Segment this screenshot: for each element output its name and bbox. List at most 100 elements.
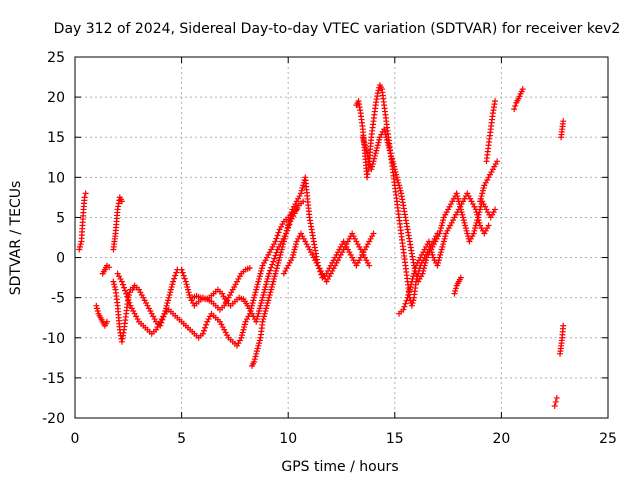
data-point (94, 308, 101, 315)
data-point (253, 316, 260, 323)
axis-ticks (74, 56, 609, 419)
data-point (421, 262, 428, 269)
data-point (374, 90, 381, 97)
data-point (261, 313, 268, 320)
data-point (454, 193, 461, 200)
data-point (397, 187, 404, 194)
data-point (452, 285, 459, 292)
data-point (371, 152, 378, 159)
data-point (278, 249, 285, 256)
data-point (259, 318, 266, 325)
data-point (110, 278, 117, 285)
data-point (126, 289, 133, 296)
data-point (300, 198, 307, 205)
data-point (178, 266, 185, 273)
data-point (259, 294, 266, 301)
data-point (472, 206, 479, 213)
data-point (485, 222, 492, 229)
data-point (471, 227, 478, 234)
data-point (407, 283, 414, 290)
data-point (438, 222, 445, 229)
data-point (258, 267, 265, 274)
data-point (420, 267, 427, 274)
data-point (408, 302, 415, 309)
data-point (408, 278, 415, 285)
x-tick-label: 10 (279, 431, 297, 447)
data-point (375, 139, 382, 146)
data-point (511, 106, 518, 113)
data-point (273, 267, 280, 274)
data-point (404, 294, 411, 301)
data-point (360, 136, 367, 143)
data-point (437, 249, 444, 256)
x-axis-title: GPS time / hours (281, 459, 398, 475)
data-point (163, 302, 170, 309)
data-point (82, 190, 89, 197)
data-point (464, 230, 471, 237)
data-point (274, 232, 281, 239)
y-tick-label: 10 (47, 170, 65, 186)
data-point (275, 259, 282, 266)
data-point (279, 243, 286, 250)
data-point (285, 219, 292, 226)
data-point (77, 241, 84, 248)
data-point (239, 332, 246, 339)
data-point (260, 316, 267, 323)
data-point (411, 267, 418, 274)
data-point (472, 225, 479, 232)
data-point (298, 187, 305, 194)
data-point (389, 158, 396, 165)
y-tick-label: -5 (51, 291, 65, 307)
data-point (366, 262, 373, 269)
data-point (199, 330, 206, 337)
data-points (76, 82, 567, 409)
data-point (373, 147, 380, 154)
series-s19 (558, 118, 567, 141)
data-point (363, 147, 370, 154)
data-point (246, 264, 253, 271)
data-point (264, 275, 271, 282)
data-point (170, 278, 177, 285)
data-point (364, 150, 371, 157)
data-point (111, 283, 118, 290)
data-point (272, 270, 279, 277)
data-point (470, 230, 477, 237)
data-point (551, 402, 558, 409)
data-point (250, 297, 257, 304)
data-point (255, 342, 262, 349)
data-point (280, 238, 287, 245)
data-point (118, 198, 125, 205)
data-point (123, 290, 130, 297)
series-s1 (76, 190, 89, 253)
data-point (184, 283, 191, 290)
data-point (375, 87, 382, 94)
data-point (81, 194, 88, 201)
data-point (181, 275, 188, 282)
data-point (382, 131, 389, 138)
data-point (106, 264, 113, 271)
data-point (381, 128, 388, 135)
series-s17 (551, 394, 560, 409)
data-point (172, 272, 179, 279)
data-point (362, 144, 369, 151)
data-point (256, 305, 263, 312)
data-point (406, 289, 413, 296)
data-point (76, 243, 83, 250)
data-point (291, 246, 298, 253)
data-point (553, 394, 560, 401)
data-point (476, 219, 483, 226)
data-point (263, 305, 270, 312)
data-point (457, 274, 464, 281)
data-point (162, 305, 169, 312)
data-point (393, 171, 400, 178)
data-point (403, 297, 410, 304)
data-point (269, 281, 276, 288)
data-point (251, 291, 258, 298)
data-point (253, 318, 260, 325)
data-point (267, 267, 274, 274)
data-point (480, 185, 487, 192)
x-tick-label: 0 (71, 431, 80, 447)
data-point (275, 229, 282, 236)
data-point (391, 166, 398, 173)
data-point (240, 326, 247, 333)
